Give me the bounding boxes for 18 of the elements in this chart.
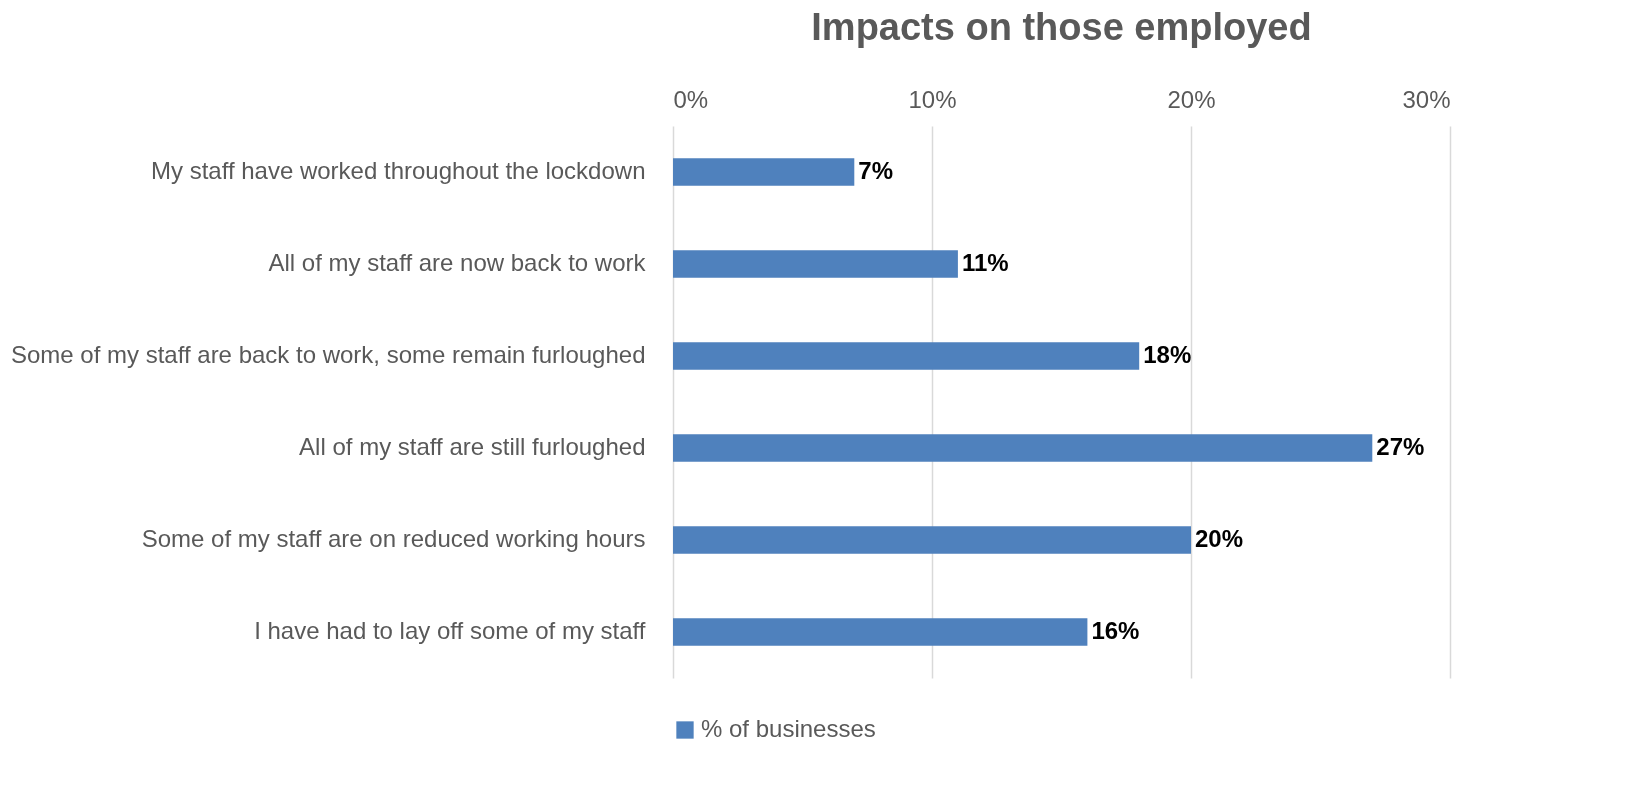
- y-tick-label: Some of my staff are back to work, some remain furloughed: [10, 341, 646, 368]
- x-tick-label: 10%: [908, 85, 957, 113]
- x-tick-label: 20%: [1167, 85, 1216, 113]
- y-tick-label: My staff have worked throughout the lockdown: [150, 157, 646, 184]
- y-tick-label: All of my staff are now back to work: [268, 249, 647, 276]
- data-label: 16%: [1091, 617, 1140, 644]
- legend-label: % of businesses: [701, 715, 876, 742]
- x-tick-label: 0%: [673, 85, 709, 113]
- chart-title: Impacts on those employed: [811, 6, 1312, 48]
- y-tick-label: Some of my staff are on reduced working hours: [141, 525, 646, 552]
- data-label: 27%: [1376, 433, 1425, 460]
- x-tick-label: 30%: [1402, 85, 1451, 113]
- data-label: 20%: [1195, 525, 1244, 552]
- data-label: 11%: [961, 249, 1009, 276]
- y-tick-label: All of my staff are still furloughed: [299, 433, 646, 460]
- data-label: 7%: [858, 157, 893, 184]
- y-tick-label: I have had to lay off some of my staff: [254, 617, 646, 644]
- data-label: 18%: [1143, 341, 1192, 368]
